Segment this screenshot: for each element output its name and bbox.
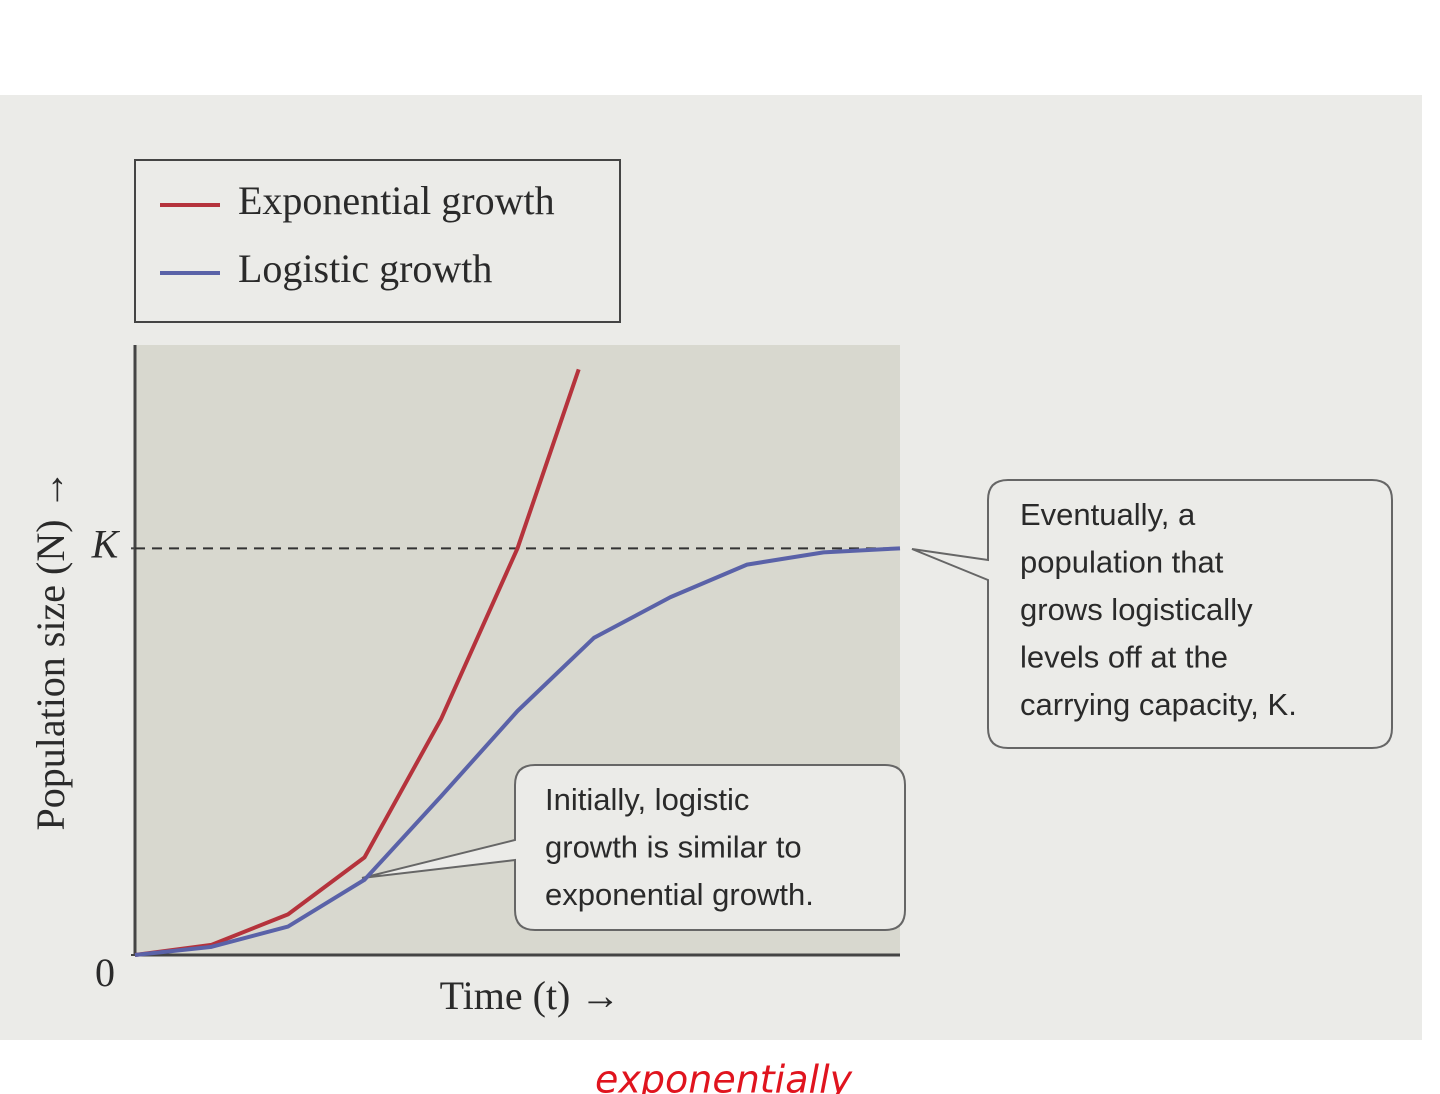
annotation-text: exponential growth. [545,877,814,912]
annotation-text: Initially, logistic [545,782,749,817]
handwritten-note: exponentially [595,1058,853,1094]
legend-label: Logistic growth [238,246,492,291]
legend-label: Exponential growth [238,178,555,223]
callout-box [911,479,1393,749]
annotation-text: grows logistically [1020,592,1253,627]
annotation-text: carrying capacity, K. [1020,687,1297,722]
annotation-text: population that [1020,545,1224,580]
annotation-text: levels off at the [1020,640,1228,675]
callout-box [361,764,906,931]
x-axis-label: Time (t) → [440,973,621,1018]
y-tick-label: K [91,522,121,567]
legend-box [134,159,621,323]
line-series [134,546,901,957]
y-tick-label: 0 [95,950,115,995]
annotation-text: Eventually, a [1020,497,1196,532]
annotation-text: growth is similar to [545,830,802,865]
y-axis-label: Population size (N) → [28,469,73,830]
